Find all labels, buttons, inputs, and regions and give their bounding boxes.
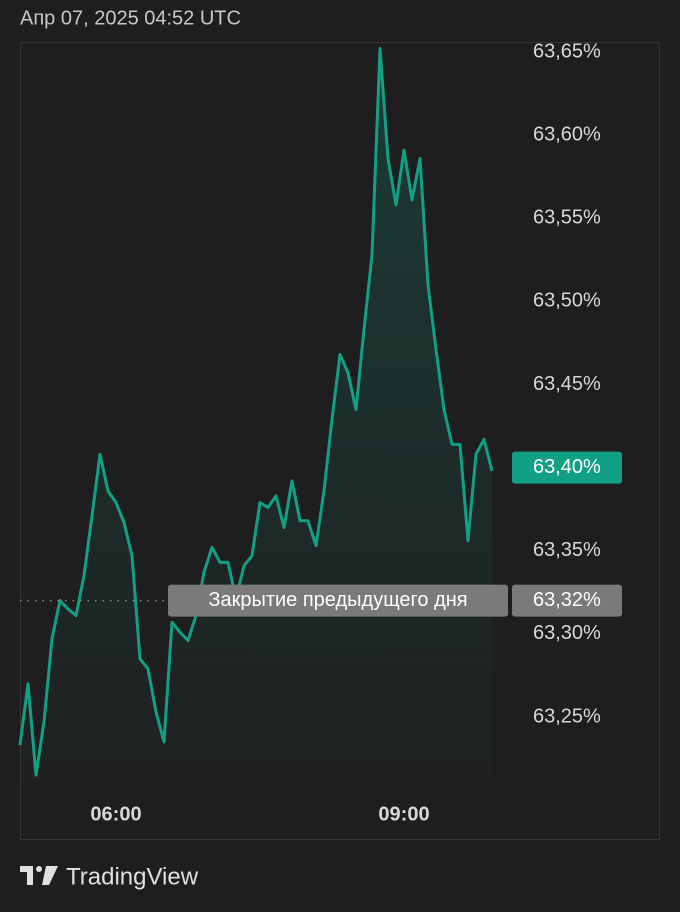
logo — [20, 866, 58, 885]
plot-frame — [20, 42, 660, 840]
y-tick-label: 63,30% — [533, 622, 601, 644]
current-price-label: 63,40% — [533, 456, 601, 478]
chart-title: Апр 07, 2025 04:52 UTC — [20, 7, 241, 29]
previous-close-annotation-box — [168, 584, 508, 617]
y-tick-label: 63,25% — [533, 705, 601, 727]
brand-name: TradingView — [66, 863, 199, 890]
y-tick-label: 63,65% — [533, 40, 601, 62]
previous-close-badge — [512, 584, 622, 617]
y-tick-label: 63,55% — [533, 207, 601, 229]
price-line — [18, 47, 494, 777]
x-tick-label: 06:00 — [90, 803, 141, 825]
y-tick-label: 63,45% — [533, 373, 601, 395]
x-tick-label: 09:00 — [378, 803, 429, 825]
y-tick-label: 63,50% — [533, 290, 601, 312]
previous-close-annotation: Закрытие предыдущего дня — [208, 589, 467, 611]
y-tick-label: 63,35% — [533, 539, 601, 561]
current-price-badge — [512, 451, 622, 484]
y-tick-label: 63,60% — [533, 123, 601, 145]
previous-close-label: 63,32% — [533, 589, 601, 611]
